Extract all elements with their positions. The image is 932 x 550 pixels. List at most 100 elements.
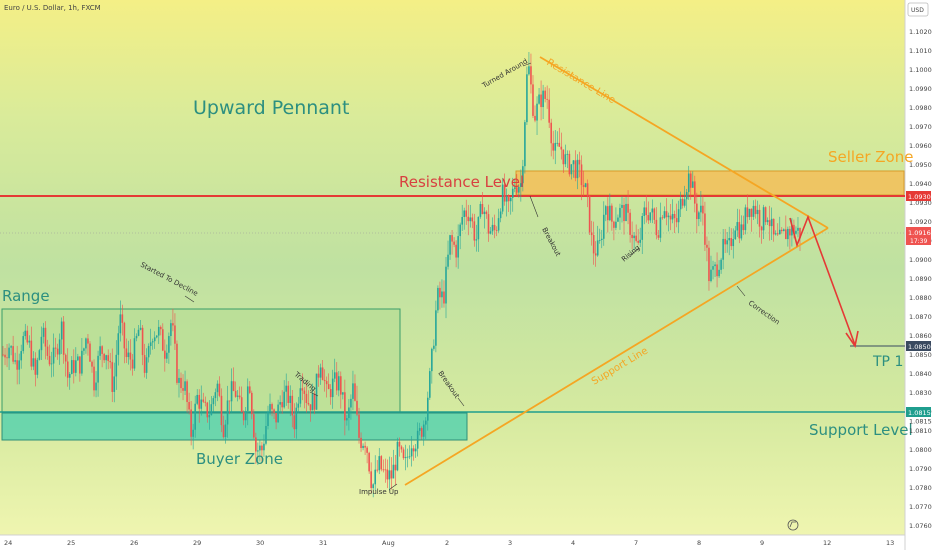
candle-body	[566, 153, 569, 155]
candle-body	[307, 403, 310, 405]
candle-body	[445, 266, 447, 304]
candle-body	[402, 449, 405, 459]
candle-body	[50, 363, 53, 365]
candle-body	[20, 351, 23, 361]
candle-body	[317, 373, 320, 378]
annotation-pointers	[184, 62, 746, 490]
candle-body	[582, 185, 585, 187]
candle-body	[220, 395, 223, 426]
candle-body	[176, 343, 178, 383]
candle-body	[309, 404, 312, 411]
candle-body	[143, 355, 146, 373]
price-tick-label: 1.09200	[909, 218, 932, 226]
candle-body	[793, 224, 795, 234]
candle-body	[319, 367, 322, 378]
current-price-text: 1.09164	[908, 229, 932, 237]
candle-body	[265, 426, 267, 444]
price-tick-label: 1.07900	[909, 465, 932, 473]
candle-body	[16, 360, 18, 370]
candle-body	[198, 394, 201, 409]
candle-body	[299, 388, 302, 404]
candle-body	[465, 210, 468, 217]
candle-body	[72, 360, 75, 373]
candle-body	[206, 402, 209, 418]
candle-body	[380, 456, 383, 470]
candle-body	[30, 340, 33, 367]
candle-body	[164, 350, 166, 359]
candle-body	[283, 391, 285, 408]
time-axis[interactable]: 24 25 26 29 30 31 Aug 2 3 4 7 8 9 12 13	[4, 539, 894, 547]
candle-body	[681, 198, 684, 206]
candle-body	[297, 403, 300, 408]
candle-body	[8, 347, 10, 359]
candle-body	[269, 404, 271, 413]
candle-body	[97, 355, 99, 383]
candle-body	[105, 355, 107, 361]
candle-body	[447, 254, 449, 267]
candle-body	[204, 401, 207, 403]
candle-body	[706, 244, 708, 248]
time-tick-label: 30	[256, 539, 264, 547]
candle-body	[242, 412, 245, 421]
candle-body	[14, 360, 16, 362]
price-tick-label: 1.08800	[909, 294, 932, 302]
candle-body	[586, 183, 589, 196]
candle-body	[212, 398, 215, 405]
candle-body	[675, 218, 678, 223]
candle-body	[673, 213, 676, 219]
candle-body	[611, 205, 613, 222]
candle-body	[422, 424, 425, 437]
candle-body	[168, 336, 170, 353]
candle-body	[354, 383, 356, 401]
candle-body	[785, 229, 787, 240]
candle-body	[277, 404, 279, 423]
candle-body	[694, 181, 696, 204]
candle-body	[435, 310, 437, 346]
currency-button[interactable]: USD	[907, 2, 929, 17]
candle-body	[412, 448, 415, 452]
price-tick-label: 1.10100	[909, 47, 932, 55]
currency-button-label: USD	[911, 7, 924, 14]
candle-body	[766, 220, 769, 223]
candle-body	[548, 99, 550, 123]
candle-body	[487, 214, 490, 234]
candle-body	[190, 409, 192, 437]
candle-body	[192, 429, 194, 437]
candle-body	[251, 392, 253, 415]
candle-body	[123, 322, 126, 349]
resistance-trendline[interactable]	[539, 56, 829, 229]
candle-body	[404, 457, 407, 459]
candle-body	[410, 448, 413, 457]
candle-body	[574, 160, 577, 179]
candle-body	[748, 208, 751, 218]
candle-body	[679, 198, 682, 210]
candle-body	[657, 235, 660, 238]
price-tick-label: 1.10000	[909, 66, 932, 74]
candle-body	[93, 366, 95, 391]
candle-body	[315, 373, 318, 410]
candle-body	[115, 354, 118, 377]
candle-body	[746, 207, 749, 218]
candle-body	[744, 207, 747, 231]
candle-body	[590, 232, 593, 236]
price-tick-label: 1.09400	[909, 180, 932, 188]
candle-body	[378, 456, 381, 471]
candle-body	[580, 164, 583, 186]
candle-body	[426, 397, 429, 421]
candle-body	[536, 103, 538, 121]
candle-body	[340, 376, 342, 395]
candle-body	[95, 382, 97, 391]
candle-body	[424, 420, 427, 425]
candle-body	[479, 204, 482, 217]
candle-body	[609, 205, 611, 221]
candle-body	[540, 94, 542, 108]
support-trendline[interactable]	[404, 227, 829, 486]
candle-body	[10, 346, 12, 348]
time-tick-label: 29	[193, 539, 201, 547]
candle-body	[287, 385, 290, 403]
candle-body	[259, 445, 261, 451]
candle-body	[467, 216, 470, 222]
candle-body	[787, 228, 789, 240]
candle-body	[437, 287, 439, 311]
